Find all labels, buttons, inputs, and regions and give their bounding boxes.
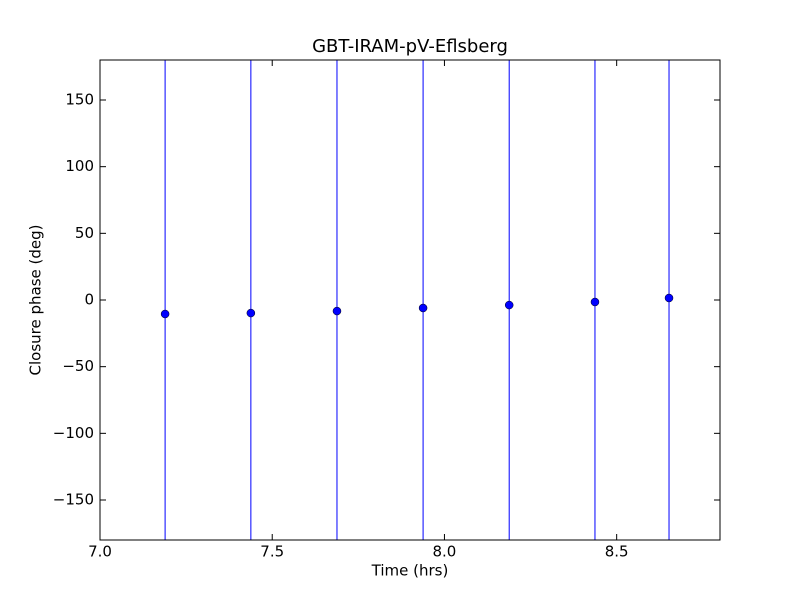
- x-tick-label: 8.5: [605, 543, 629, 561]
- data-point: [664, 293, 674, 303]
- y-tick-label: −50: [62, 357, 94, 375]
- y-tick-label: 50: [75, 224, 94, 242]
- data-point: [160, 309, 170, 319]
- x-tick-label: 8.0: [433, 543, 457, 561]
- plot-area: [160, 60, 674, 540]
- y-tick-label: 0: [84, 291, 94, 309]
- y-tick-label: 100: [65, 157, 94, 175]
- y-tick-label: −100: [53, 424, 94, 442]
- x-tick-label: 7.5: [260, 543, 284, 561]
- x-tick-label: 7.0: [88, 543, 112, 561]
- data-point: [332, 306, 342, 316]
- y-axis-label: Closure phase (deg): [27, 225, 45, 376]
- chart-title: GBT-IRAM-pV-Eflsberg: [312, 36, 508, 57]
- y-tick-label: −150: [53, 491, 94, 509]
- y-tick-label: 150: [65, 91, 94, 109]
- data-point: [590, 297, 600, 307]
- data-point: [246, 308, 256, 318]
- data-point: [504, 300, 514, 310]
- x-axis-label: Time (hrs): [371, 562, 449, 580]
- data-point: [418, 303, 428, 313]
